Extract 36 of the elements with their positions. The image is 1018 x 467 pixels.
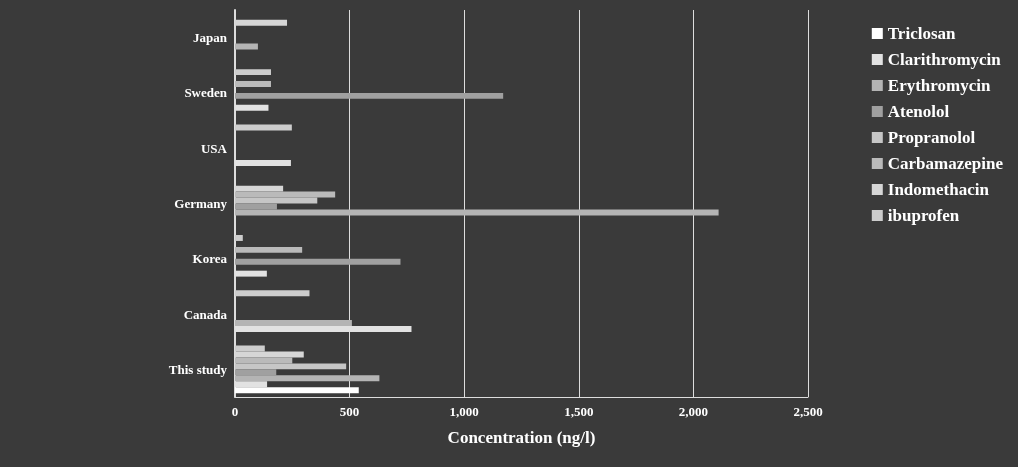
bar — [235, 124, 292, 131]
x-tick-label: 0 — [231, 404, 239, 419]
bar — [235, 92, 504, 99]
x-tick-label: 2,000 — [678, 404, 709, 419]
x-tick-label: 1,000 — [449, 404, 479, 419]
y-tick-label: Sweden — [184, 85, 228, 101]
legend-label: Triclosan — [887, 24, 957, 43]
legend-label: Atenolol — [887, 102, 950, 121]
bar — [235, 43, 258, 50]
y-tick-label: Korea — [192, 251, 228, 267]
bar — [235, 320, 352, 326]
bar — [235, 209, 719, 216]
bar — [235, 375, 380, 382]
x-axis-title: Concentration (ng/l) — [447, 428, 596, 447]
legend-label: Carbamazepine — [887, 154, 1004, 173]
bar — [235, 369, 277, 376]
legend-label: ibuprofen — [887, 206, 960, 225]
y-tick-label: Japan — [193, 30, 228, 46]
y-tick-label: Canada — [183, 306, 228, 322]
y-tick-label: Germany — [174, 196, 228, 211]
bar — [235, 290, 310, 297]
y-tick-label: USA — [200, 140, 228, 156]
bar — [235, 235, 243, 241]
bar — [235, 69, 271, 76]
legend-label: Clarithromycin — [887, 50, 1002, 69]
x-tick-label: 500 — [339, 404, 360, 419]
legend-label: Erythromycin — [887, 76, 991, 95]
x-tick-label: 2,500 — [793, 404, 823, 419]
legend-label: Indomethacin — [887, 180, 990, 199]
bar — [235, 387, 359, 394]
y-tick-label: This study — [168, 361, 228, 377]
bar — [235, 258, 401, 265]
bar — [235, 81, 271, 87]
x-tick-label: 1,500 — [564, 404, 594, 419]
legend-label: Propranolol — [887, 128, 976, 147]
bar — [235, 246, 303, 253]
